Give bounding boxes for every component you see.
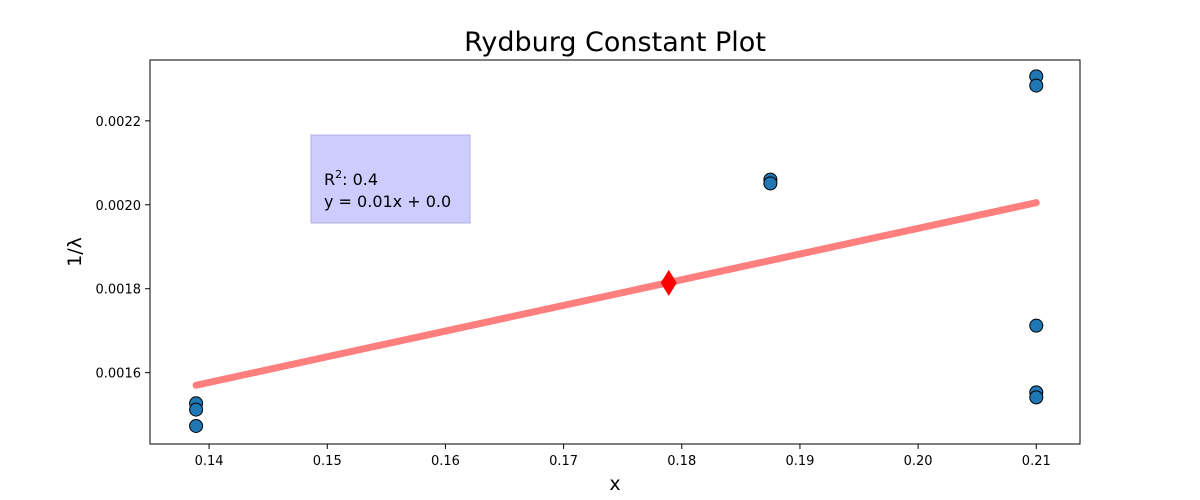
x-axis-label: x [609,473,620,495]
r-squared-value: : 0.4 [342,170,378,189]
data-point [1029,318,1044,333]
y-tick-label: 0.0022 [96,115,142,130]
equation-label: y = 0.01x + 0.0 [324,192,451,211]
x-tick-label: 0.15 [313,454,342,469]
x-axis-ticks: 0.14 0.15 0.16 0.17 0.18 0.19 0.20 0.21 [195,444,1051,469]
x-tick-label: 0.18 [667,454,696,469]
x-tick-label: 0.14 [195,454,224,469]
data-point [189,402,204,417]
data-point [189,418,204,433]
y-tick-label: 0.0020 [96,199,142,214]
y-axis-label: 1/λ [64,237,86,267]
data-point [1029,78,1044,93]
chart-title: Rydburg Constant Plot [464,27,766,58]
y-tick-label: 0.0016 [96,367,142,382]
y-tick-label: 0.0018 [96,283,142,298]
x-tick-label: 0.17 [549,454,578,469]
regression-line [192,199,1040,389]
r-squared-label: R2: 0.4 [324,168,378,189]
x-tick-label: 0.21 [1022,454,1051,469]
r-squared-prefix: R [324,170,335,189]
y-axis-ticks: 0.0016 0.0018 0.0020 0.0022 [96,115,150,382]
data-points [189,69,1044,433]
x-tick-label: 0.20 [904,454,933,469]
annotation-box [310,134,471,224]
data-point [763,176,778,191]
x-tick-label: 0.19 [785,454,814,469]
mean-point-marker [660,269,677,296]
x-tick-label: 0.16 [431,454,460,469]
r-squared-superscript: 2 [335,168,342,181]
plot-area [149,59,1081,445]
data-point [1029,390,1044,405]
fit-annotation: R2: 0.4 y = 0.01x + 0.0 [310,134,471,224]
